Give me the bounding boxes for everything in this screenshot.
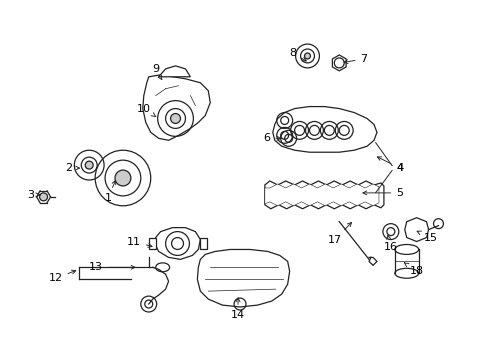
Circle shape	[85, 161, 93, 169]
Text: 5: 5	[362, 188, 403, 198]
Text: 15: 15	[416, 231, 437, 243]
Text: 1: 1	[104, 180, 116, 203]
Text: 13: 13	[89, 262, 135, 272]
Polygon shape	[197, 249, 289, 307]
Polygon shape	[264, 184, 378, 206]
Polygon shape	[148, 238, 155, 249]
Text: 9: 9	[152, 64, 162, 80]
Text: 6: 6	[263, 133, 280, 143]
Text: 14: 14	[230, 298, 244, 320]
Circle shape	[40, 193, 47, 201]
Text: 16: 16	[383, 235, 397, 252]
Text: 17: 17	[327, 222, 351, 244]
Polygon shape	[142, 75, 210, 140]
Text: 2: 2	[65, 163, 80, 173]
Text: 7: 7	[343, 54, 367, 64]
Polygon shape	[272, 107, 376, 152]
Polygon shape	[404, 218, 427, 242]
Circle shape	[115, 170, 131, 186]
Text: 11: 11	[126, 237, 152, 247]
Polygon shape	[158, 66, 190, 77]
Text: 12: 12	[48, 270, 76, 283]
Polygon shape	[264, 181, 383, 209]
Circle shape	[170, 113, 180, 123]
Polygon shape	[332, 55, 346, 71]
Text: 4: 4	[377, 157, 403, 173]
Text: 3: 3	[27, 190, 40, 200]
Text: 8: 8	[288, 48, 305, 61]
Text: 10: 10	[137, 104, 156, 117]
Polygon shape	[200, 238, 207, 249]
Polygon shape	[154, 228, 200, 260]
Text: 4: 4	[395, 163, 403, 173]
Circle shape	[304, 53, 310, 59]
Text: 18: 18	[404, 263, 423, 276]
